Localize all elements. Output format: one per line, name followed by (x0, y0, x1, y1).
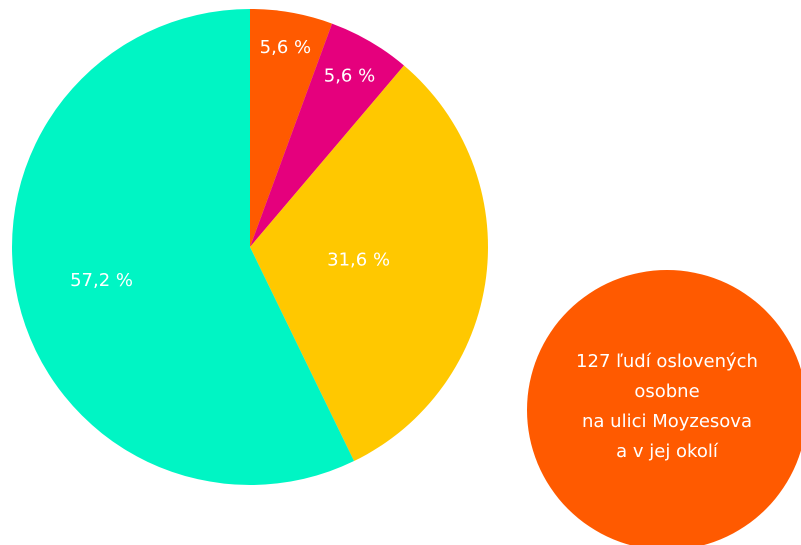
pie-slice (12, 9, 355, 485)
pie-slice (250, 65, 489, 462)
annotation-text: na ulici Moyzesova (582, 411, 752, 432)
pie-slice (250, 9, 333, 247)
annotation-text: osobne (634, 381, 699, 402)
slice-label: 57,2 % (70, 270, 133, 291)
slice-label: 31,6 % (327, 250, 390, 271)
pie-slice (250, 23, 404, 247)
annotation-text: a v jej okolí (616, 441, 719, 462)
slice-label: 5,6 % (324, 65, 375, 86)
annotation-circle (527, 270, 801, 545)
slice-label: 5,6 % (260, 37, 311, 58)
annotation-text: 127 ľudí oslovených (576, 351, 758, 372)
